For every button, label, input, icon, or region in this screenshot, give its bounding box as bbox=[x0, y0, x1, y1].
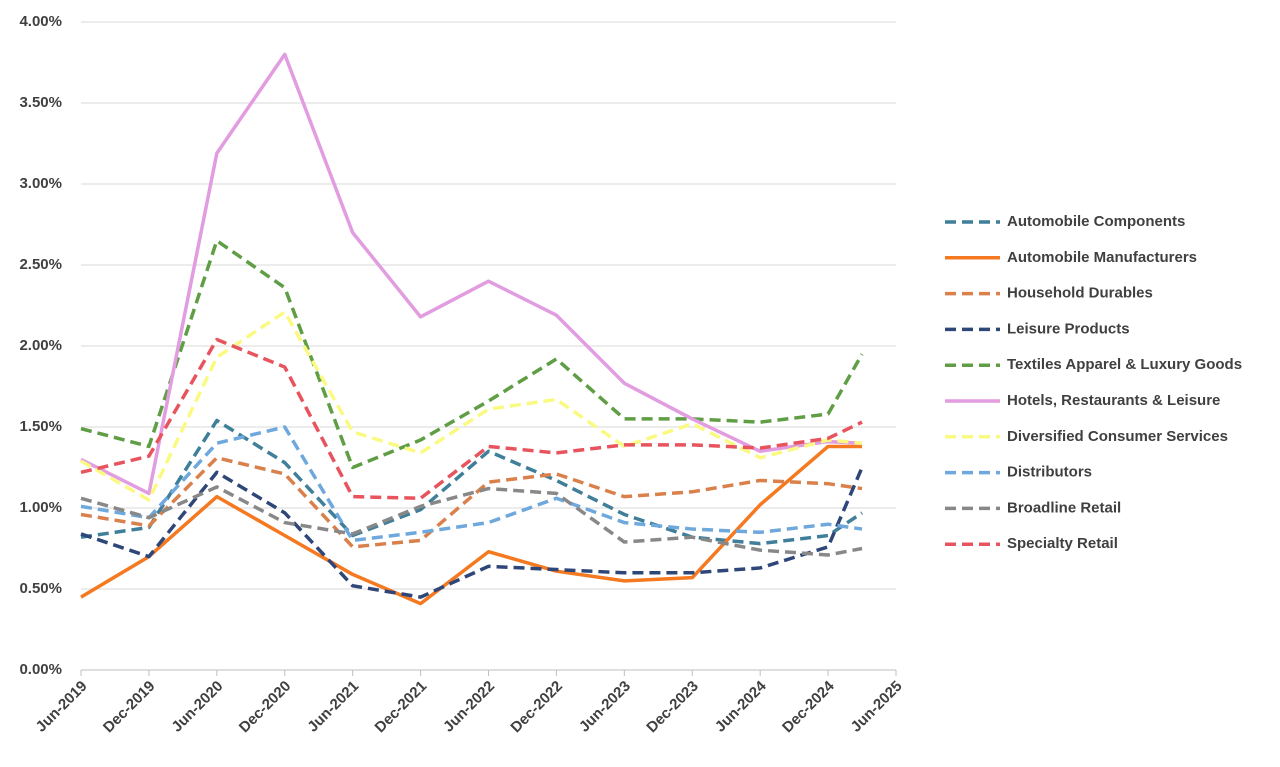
x-tick-label: Dec-2024 bbox=[779, 677, 838, 736]
x-tick-label: Jun-2022 bbox=[440, 678, 498, 736]
series-line bbox=[80, 466, 864, 599]
y-tick-label: 1.50% bbox=[19, 418, 62, 435]
legend-label: Broadline Retail bbox=[1007, 499, 1121, 516]
series-line bbox=[80, 310, 863, 502]
legend-label: Diversified Consumer Services bbox=[1007, 428, 1228, 445]
legend-label: Distributors bbox=[1007, 464, 1092, 481]
x-tick-label: Jun-2020 bbox=[168, 678, 226, 736]
y-tick-label: 1.00% bbox=[19, 499, 62, 516]
y-tick-label: 4.00% bbox=[19, 13, 62, 30]
series-line bbox=[80, 337, 863, 501]
series-line bbox=[80, 444, 863, 606]
series-line bbox=[80, 456, 863, 549]
x-tick-label: Dec-2019 bbox=[100, 678, 159, 737]
x-tick-label: Dec-2020 bbox=[236, 678, 295, 737]
series-line bbox=[80, 52, 863, 496]
legend-label: Textiles Apparel & Luxury Goods bbox=[1007, 356, 1242, 373]
legend-label: Leisure Products bbox=[1007, 320, 1130, 337]
series-line bbox=[80, 425, 863, 543]
y-tick-label: 0.00% bbox=[19, 661, 62, 678]
y-tick-label: 3.00% bbox=[19, 175, 62, 192]
x-tick-label: Jun-2021 bbox=[304, 678, 362, 736]
legend-label: Automobile Manufacturers bbox=[1007, 249, 1197, 266]
y-tick-label: 3.50% bbox=[19, 94, 62, 111]
x-tick-label: Jun-2019 bbox=[33, 678, 91, 736]
x-tick-label: Jun-2023 bbox=[576, 678, 634, 736]
legend-label: Hotels, Restaurants & Leisure bbox=[1007, 392, 1220, 409]
y-tick-label: 2.50% bbox=[19, 256, 62, 273]
x-tick-label: Jun-2024 bbox=[712, 677, 770, 735]
legend-label: Specialty Retail bbox=[1007, 535, 1118, 552]
x-tick-label: Dec-2022 bbox=[507, 678, 566, 737]
legend-label: Household Durables bbox=[1007, 285, 1153, 302]
y-tick-label: 0.50% bbox=[19, 580, 62, 597]
x-tick-label: Jun-2025 bbox=[848, 678, 906, 736]
series-line bbox=[80, 485, 863, 557]
legend-label: Automobile Components bbox=[1007, 213, 1185, 230]
series-line bbox=[80, 238, 864, 470]
y-tick-label: 2.00% bbox=[19, 337, 62, 354]
x-tick-label: Dec-2023 bbox=[643, 678, 702, 737]
x-tick-label: Dec-2021 bbox=[372, 678, 431, 737]
series-line bbox=[80, 418, 864, 546]
